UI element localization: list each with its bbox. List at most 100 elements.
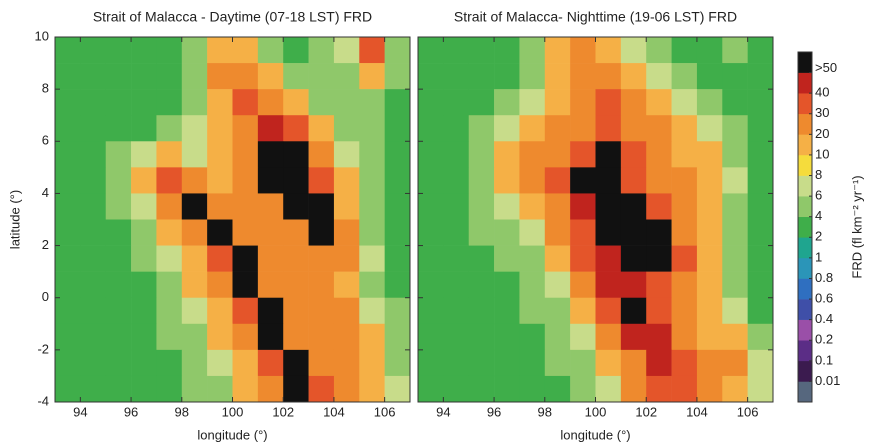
colorbar-frame	[797, 51, 813, 403]
heatmap-cell	[468, 219, 495, 246]
x-tick-label: 104	[686, 404, 708, 419]
heatmap-cell	[519, 89, 546, 116]
heatmap-cell	[207, 63, 233, 90]
heatmap-cell	[747, 167, 774, 194]
heatmap-cell	[722, 219, 748, 246]
heatmap-cell	[620, 193, 647, 220]
colorbar-segment	[798, 216, 812, 238]
heatmap-cell	[544, 115, 571, 142]
heatmap-cell	[333, 271, 360, 299]
heatmap-cell	[570, 115, 596, 142]
heatmap-cell	[257, 115, 284, 142]
heatmap-cell	[80, 297, 107, 325]
heatmap-cell	[333, 323, 360, 351]
y-tick-label: 4	[42, 185, 49, 200]
heatmap-cell	[131, 193, 157, 220]
heatmap-cell	[232, 89, 259, 116]
heatmap-cell	[671, 89, 698, 116]
heatmap-cell	[156, 193, 183, 220]
heatmap-cell	[443, 89, 470, 116]
heatmap-cell	[359, 115, 385, 142]
heatmap-cell	[131, 349, 157, 377]
heatmap-cell	[207, 297, 233, 325]
heatmap-cell	[80, 245, 107, 272]
heatmap-cell	[418, 349, 444, 377]
heatmap-cell	[207, 323, 233, 351]
heatmap-cell	[646, 141, 672, 168]
heatmap-cell	[696, 115, 723, 142]
heatmap-cell	[519, 167, 546, 194]
heatmap-cell	[80, 167, 107, 194]
heatmap-cell	[131, 323, 157, 351]
heatmap-cell	[207, 375, 233, 403]
colorbar-tick-label: 4	[815, 208, 822, 223]
heatmap-cell	[308, 375, 335, 403]
colorbar-tick-label: >50	[815, 60, 837, 75]
y-tick-label: 6	[42, 133, 49, 148]
heatmap-cell	[156, 297, 183, 325]
heatmap-cell	[671, 115, 698, 142]
heatmap-cell	[494, 193, 520, 220]
heatmap-cell	[519, 219, 546, 246]
heatmap-cell	[333, 193, 360, 220]
heatmap-cell	[443, 271, 470, 299]
heatmap-cell	[747, 245, 774, 272]
heatmap-cell	[443, 297, 470, 325]
heatmap-cell	[570, 323, 596, 351]
colorbar-segment	[798, 299, 812, 320]
heatmap-cell	[283, 245, 309, 272]
heatmap-cell	[418, 323, 444, 351]
heatmap-cell	[671, 375, 698, 403]
heatmap-cell	[747, 297, 774, 325]
heatmap-cell	[131, 297, 157, 325]
colorbar-segment	[798, 113, 812, 135]
heatmap-cell	[443, 193, 470, 220]
heatmap-cell	[544, 271, 571, 299]
heatmap-cell	[595, 323, 622, 351]
heatmap-cell	[544, 167, 571, 194]
heatmap-cell	[384, 167, 411, 194]
heatmap-cell	[207, 349, 233, 377]
heatmap-cell	[544, 89, 571, 116]
heatmap-cell	[359, 349, 385, 377]
heatmap-cell	[80, 37, 107, 64]
heatmap-cell	[257, 297, 284, 325]
heatmap-cell	[207, 193, 233, 220]
heatmap-cell	[544, 37, 571, 64]
heatmap-cell	[232, 63, 259, 90]
heatmap-cell	[181, 193, 208, 220]
heatmap-cell	[257, 323, 284, 351]
heatmap-cell	[418, 297, 444, 325]
heatmap-cell	[156, 245, 183, 272]
heatmap-cell	[722, 349, 748, 377]
heatmap-cell	[646, 167, 672, 194]
heatmap-cell	[494, 141, 520, 168]
heatmap-cells	[418, 37, 774, 403]
y-tick-label: 8	[42, 81, 49, 96]
heatmap-cell	[696, 375, 723, 403]
heatmap-cell	[747, 63, 774, 90]
heatmap-cell	[257, 167, 284, 194]
heatmap-cell	[283, 167, 309, 194]
x-tick-label: 98	[175, 404, 189, 419]
heatmap-cell	[80, 349, 107, 377]
heatmap-cell	[283, 297, 309, 325]
heatmap-cell	[257, 89, 284, 116]
heatmap-cell	[308, 323, 335, 351]
colorbar-segment	[798, 93, 812, 115]
heatmap-cell	[722, 271, 748, 299]
heatmap-cell	[131, 271, 157, 299]
heatmap-cell	[519, 115, 546, 142]
heatmap-cell	[722, 115, 748, 142]
heatmap-cell	[443, 167, 470, 194]
colorbar-segment	[798, 381, 812, 403]
heatmap-cell	[494, 63, 520, 90]
heatmap-cell	[207, 245, 233, 272]
heatmap-cell	[283, 37, 309, 64]
heatmap-cell	[283, 375, 309, 403]
heatmap-cell	[443, 245, 470, 272]
heatmap-cell	[696, 193, 723, 220]
heatmap-cell	[232, 193, 259, 220]
heatmap-cell	[156, 219, 183, 246]
heatmap-cell	[671, 37, 698, 64]
